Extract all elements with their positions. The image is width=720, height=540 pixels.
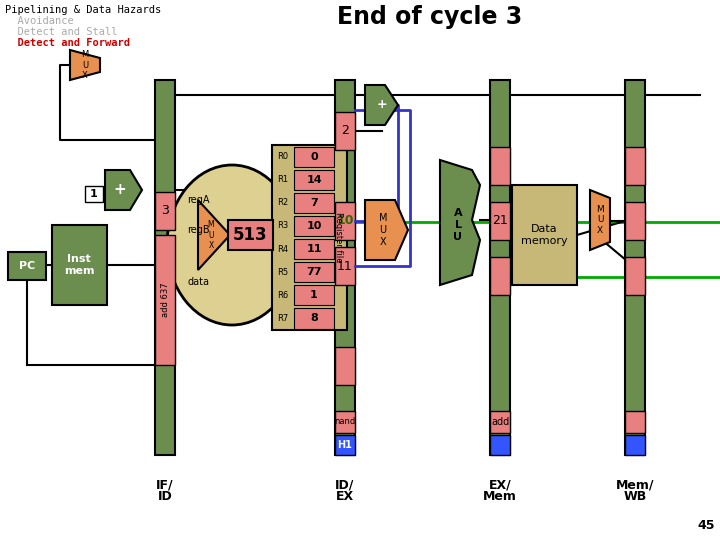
Text: Pipelining & Data Hazards: Pipelining & Data Hazards: [5, 5, 161, 15]
Bar: [625, 411, 645, 433]
Bar: [155, 192, 175, 230]
Text: 2: 2: [341, 125, 349, 138]
Text: R0: R0: [277, 152, 289, 161]
Polygon shape: [105, 170, 142, 210]
Bar: [335, 347, 355, 385]
Bar: [512, 185, 577, 285]
Text: Avoidance: Avoidance: [5, 16, 73, 26]
Bar: [294, 285, 334, 306]
Polygon shape: [70, 50, 100, 80]
Text: IF/: IF/: [156, 478, 174, 491]
Text: 11: 11: [306, 244, 322, 254]
Text: nand: nand: [334, 417, 356, 427]
Bar: [155, 235, 175, 365]
Polygon shape: [365, 200, 408, 260]
Bar: [490, 435, 510, 455]
Text: 0: 0: [310, 152, 318, 161]
Bar: [228, 220, 273, 250]
Bar: [294, 216, 334, 236]
Bar: [625, 435, 645, 455]
Text: Register file: Register file: [335, 212, 343, 263]
Bar: [625, 80, 645, 455]
Text: 21: 21: [492, 214, 508, 227]
Text: regB: regB: [187, 225, 210, 235]
Text: 45: 45: [698, 519, 715, 532]
Text: A
L
U: A L U: [454, 208, 462, 241]
Text: EX/: EX/: [489, 478, 511, 491]
Text: M
U
X: M U X: [81, 50, 89, 80]
Ellipse shape: [167, 165, 297, 325]
Text: EX: EX: [336, 489, 354, 503]
Polygon shape: [198, 200, 230, 270]
Bar: [294, 170, 334, 190]
Text: R7: R7: [277, 314, 289, 323]
Bar: [8, 252, 46, 280]
Bar: [625, 202, 645, 240]
Text: WB: WB: [624, 489, 647, 503]
Bar: [272, 145, 347, 330]
Text: 7: 7: [310, 198, 318, 208]
Bar: [625, 147, 645, 185]
Text: 77: 77: [306, 267, 322, 277]
Bar: [490, 202, 510, 240]
Text: 1: 1: [90, 189, 98, 199]
Polygon shape: [440, 160, 480, 285]
Bar: [294, 308, 334, 328]
Bar: [155, 80, 175, 455]
Bar: [490, 411, 510, 433]
Text: data: data: [188, 277, 210, 287]
Text: PC: PC: [19, 261, 35, 271]
Text: 8: 8: [310, 313, 318, 323]
Text: R2: R2: [277, 198, 289, 207]
Text: R1: R1: [277, 175, 289, 184]
Text: End of cycle 3: End of cycle 3: [338, 5, 523, 29]
Bar: [294, 146, 334, 167]
Bar: [335, 112, 355, 150]
Text: R5: R5: [277, 268, 289, 276]
Text: Mem: Mem: [483, 489, 517, 503]
Text: ID: ID: [158, 489, 172, 503]
Bar: [625, 257, 645, 295]
Text: 513: 513: [233, 226, 267, 244]
Polygon shape: [590, 190, 610, 250]
Text: M
U
X: M U X: [596, 205, 604, 235]
Text: add 637: add 637: [161, 282, 169, 318]
Text: Inst
mem: Inst mem: [64, 254, 94, 276]
Text: R6: R6: [277, 291, 289, 300]
Text: Data
memory: Data memory: [521, 224, 567, 246]
Text: 10: 10: [336, 214, 354, 227]
Text: 11: 11: [337, 260, 353, 273]
Bar: [52, 225, 107, 305]
Text: +: +: [377, 98, 387, 111]
Bar: [335, 202, 355, 240]
Bar: [85, 186, 103, 202]
Text: Detect and Forward: Detect and Forward: [5, 38, 130, 48]
Text: 3: 3: [161, 205, 169, 218]
Text: M
U
X: M U X: [207, 220, 215, 250]
Bar: [294, 193, 334, 213]
Text: H1: H1: [338, 440, 352, 450]
Text: 10: 10: [306, 221, 322, 231]
Bar: [294, 262, 334, 282]
Bar: [335, 80, 355, 455]
Bar: [335, 435, 355, 455]
Text: +: +: [114, 183, 127, 198]
Text: regA: regA: [187, 195, 210, 205]
Bar: [335, 411, 355, 433]
Bar: [490, 80, 510, 455]
Bar: [490, 257, 510, 295]
Bar: [294, 239, 334, 259]
Polygon shape: [365, 85, 398, 125]
Bar: [490, 147, 510, 185]
Bar: [335, 247, 355, 285]
Text: Detect and Stall: Detect and Stall: [5, 27, 117, 37]
Text: M
U
X: M U X: [379, 213, 387, 247]
Text: 1: 1: [310, 291, 318, 300]
Text: add: add: [491, 417, 509, 427]
Text: 14: 14: [306, 174, 322, 185]
Text: R3: R3: [277, 221, 289, 231]
Text: R4: R4: [277, 245, 289, 254]
Text: Mem/: Mem/: [616, 478, 654, 491]
Text: ID/: ID/: [336, 478, 355, 491]
